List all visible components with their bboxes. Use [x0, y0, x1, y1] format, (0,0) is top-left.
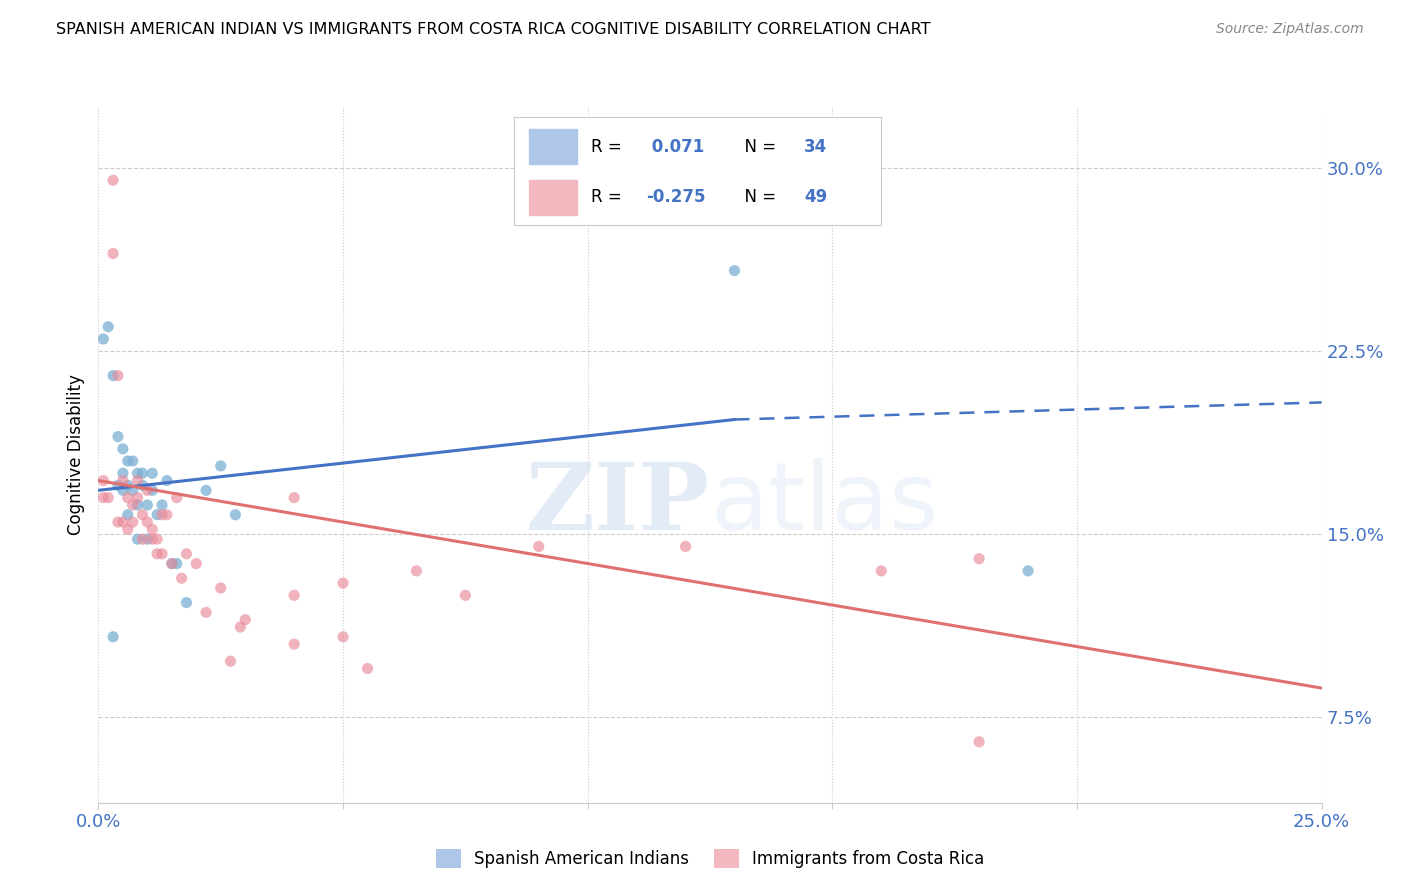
Point [405, 564, 427, 578]
Point [176, 547, 198, 561]
Point [967, 551, 990, 566]
Point [870, 564, 893, 578]
Point [141, 483, 163, 498]
Point [156, 474, 179, 488]
Point [117, 522, 139, 536]
Point [332, 630, 354, 644]
Point [136, 515, 159, 529]
Point [233, 613, 256, 627]
Point [160, 557, 183, 571]
Point [117, 508, 139, 522]
Point [121, 483, 143, 498]
Point [121, 454, 143, 468]
Point [967, 735, 990, 749]
Point [121, 515, 143, 529]
Point [176, 596, 198, 610]
Point [146, 532, 169, 546]
Point [150, 508, 173, 522]
Point [150, 498, 173, 512]
Point [195, 606, 218, 620]
Point [111, 483, 134, 498]
Point [111, 442, 134, 456]
Text: ZIP: ZIP [526, 458, 710, 549]
Point [107, 429, 129, 443]
Point [156, 508, 179, 522]
Point [209, 581, 232, 595]
Point [97, 491, 120, 505]
Point [127, 467, 149, 481]
Point [101, 630, 124, 644]
Legend: Spanish American Indians, Immigrants from Costa Rica: Spanish American Indians, Immigrants fro… [429, 842, 991, 874]
Point [101, 368, 124, 383]
Point [219, 654, 242, 668]
Text: Source: ZipAtlas.com: Source: ZipAtlas.com [1216, 22, 1364, 37]
Point [97, 319, 120, 334]
Point [224, 508, 246, 522]
Point [283, 491, 305, 505]
Point [283, 637, 305, 651]
Point [166, 557, 188, 571]
Point [146, 547, 169, 561]
Point [332, 576, 354, 591]
Point [91, 491, 114, 505]
Point [127, 532, 149, 546]
Point [117, 491, 139, 505]
Point [127, 474, 149, 488]
Point [131, 532, 153, 546]
Point [131, 508, 153, 522]
Point [101, 246, 124, 260]
Point [111, 474, 134, 488]
Point [121, 498, 143, 512]
Text: SPANISH AMERICAN INDIAN VS IMMIGRANTS FROM COSTA RICA COGNITIVE DISABILITY CORRE: SPANISH AMERICAN INDIAN VS IMMIGRANTS FR… [56, 22, 931, 37]
Point [141, 467, 163, 481]
Point [1017, 564, 1039, 578]
Point [111, 515, 134, 529]
Text: atlas: atlas [710, 458, 938, 549]
Point [195, 483, 218, 498]
Point [127, 498, 149, 512]
Point [356, 661, 378, 675]
Point [166, 491, 188, 505]
Point [141, 532, 163, 546]
Point [170, 571, 193, 585]
Point [723, 263, 745, 277]
Point [107, 368, 129, 383]
Point [141, 522, 163, 536]
Point [186, 557, 208, 571]
Point [91, 332, 114, 346]
Point [91, 474, 114, 488]
Point [107, 478, 129, 492]
Point [136, 483, 159, 498]
Point [150, 547, 173, 561]
Point [111, 467, 134, 481]
Point [675, 540, 697, 554]
Point [136, 532, 159, 546]
Point [160, 557, 183, 571]
Point [131, 478, 153, 492]
Y-axis label: Cognitive Disability: Cognitive Disability [66, 375, 84, 535]
Point [209, 458, 232, 473]
Point [283, 588, 305, 602]
Point [146, 508, 169, 522]
Point [107, 515, 129, 529]
Point [527, 540, 550, 554]
Point [454, 588, 477, 602]
Point [127, 491, 149, 505]
Point [101, 173, 124, 187]
Point [229, 620, 252, 634]
Point [117, 478, 139, 492]
Point [131, 467, 153, 481]
Point [136, 498, 159, 512]
Point [117, 454, 139, 468]
